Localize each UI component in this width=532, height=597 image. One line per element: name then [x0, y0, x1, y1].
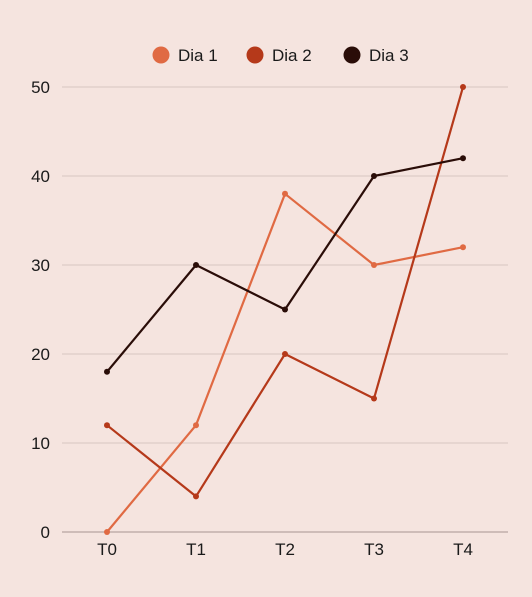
legend-label: Dia 1	[178, 46, 218, 65]
x-axis-ticks: T0 T1 T2 T3 T4	[97, 540, 473, 559]
y-tick-label: 40	[31, 167, 50, 186]
data-point	[193, 262, 199, 268]
series-lines	[104, 84, 466, 535]
y-tick-label: 20	[31, 345, 50, 364]
data-point	[282, 351, 288, 357]
legend-item: Dia 3	[343, 46, 409, 65]
legend-item: Dia 1	[152, 46, 218, 65]
legend-marker	[343, 46, 361, 64]
x-tick-label: T4	[453, 540, 473, 559]
data-point	[371, 173, 377, 179]
series-group	[104, 190, 466, 535]
data-point	[371, 262, 377, 268]
data-point	[104, 529, 110, 535]
y-tick-label: 50	[31, 78, 50, 97]
data-point	[282, 306, 288, 313]
x-tick-label: T1	[186, 540, 206, 559]
series-group	[104, 84, 466, 500]
data-point	[282, 190, 288, 197]
legend: Dia 1 Dia 2 Dia 3	[152, 46, 409, 65]
legend-label: Dia 3	[369, 46, 409, 65]
y-tick-label: 10	[31, 434, 50, 453]
y-tick-label: 0	[41, 523, 50, 542]
y-axis-ticks: 0 10 20 30 40 50	[31, 78, 50, 542]
data-point	[460, 155, 466, 162]
legend-label: Dia 2	[272, 46, 312, 65]
series-group	[104, 155, 466, 375]
series-line	[105, 85, 465, 498]
legend-marker	[246, 46, 264, 64]
data-point	[104, 422, 110, 429]
data-point	[460, 84, 466, 90]
series-line	[105, 192, 465, 534]
legend-marker	[152, 46, 170, 64]
data-point	[193, 422, 199, 429]
x-tick-label: T3	[364, 540, 384, 559]
data-point	[371, 395, 377, 402]
data-point	[104, 368, 110, 375]
y-tick-label: 30	[31, 256, 50, 275]
data-point	[460, 244, 466, 251]
x-tick-label: T2	[275, 540, 295, 559]
data-point	[193, 493, 199, 500]
x-tick-label: T0	[97, 540, 117, 559]
legend-item: Dia 2	[246, 46, 312, 65]
